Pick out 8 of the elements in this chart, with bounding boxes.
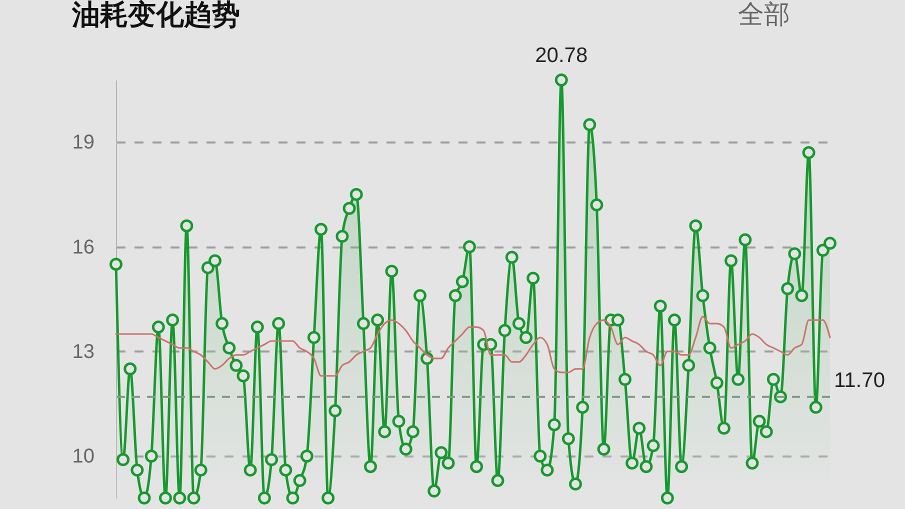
- text: 全部: [738, 0, 790, 29]
- ref-line-label: 11.70: [834, 368, 885, 392]
- y-tick-label: 16: [72, 236, 94, 258]
- chart-title: 油耗变化趋势: [70, 0, 240, 30]
- y-tick-label: 19: [72, 132, 94, 154]
- y-tick-label: 13: [72, 340, 94, 363]
- data-label: 20.78: [535, 44, 588, 67]
- y-tick-label: 10: [72, 446, 94, 468]
